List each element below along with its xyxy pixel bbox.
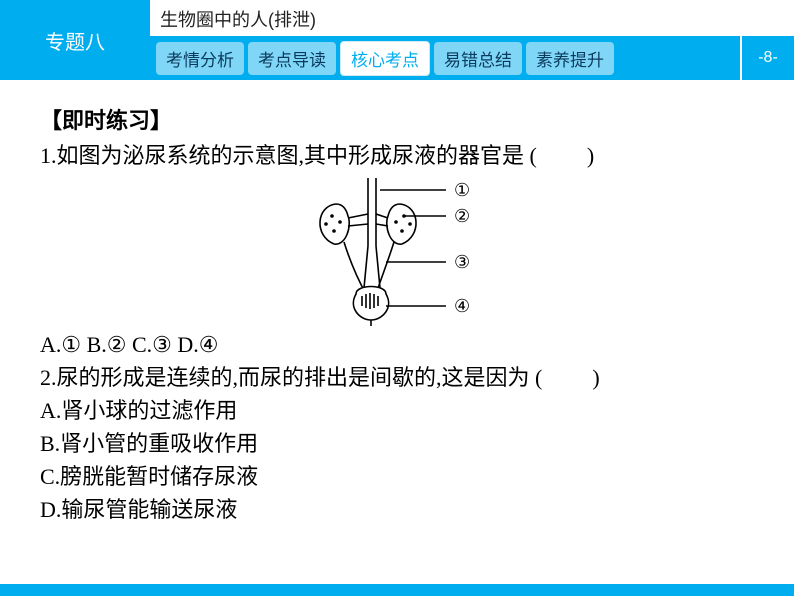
tab-core-points[interactable]: 核心考点 [340,41,430,76]
section-heading: 【即时练习】 [40,104,762,137]
q2-text: 2.尿的形成是连续的,而尿的排出是间歇的,这是因为 ( [40,365,542,390]
urinary-diagram: ① ② ③ ④ [40,176,762,326]
diagram-label-4: ④ [454,296,470,316]
q1-text: 1.如图为泌尿系统的示意图,其中形成尿液的器官是 ( [40,143,537,168]
chapter-label: 专题八 [0,0,150,80]
tab-bar: 考情分析 考点导读 核心考点 易错总结 素养提升 [150,36,794,80]
diagram-label-2: ② [454,206,470,226]
question-2: 2.尿的形成是连续的,而尿的排出是间歇的,这是因为 () [40,361,762,394]
q2-paren-close: ) [592,365,599,390]
tab-mistakes-summary[interactable]: 易错总结 [434,42,522,75]
q2-option-a: A.肾小球的过滤作用 [40,394,762,427]
q2-option-d: D.输尿管能输送尿液 [40,493,762,526]
content-area: 【即时练习】 1.如图为泌尿系统的示意图,其中形成尿液的器官是 () [0,80,794,526]
header: 专题八 生物圈中的人(排泄) 考情分析 考点导读 核心考点 易错总结 素养提升 … [0,0,794,80]
q1-paren-close: ) [587,143,594,168]
tab-literacy-improve[interactable]: 素养提升 [526,42,614,75]
diagram-label-1: ① [454,180,470,200]
question-1: 1.如图为泌尿系统的示意图,其中形成尿液的器官是 () [40,139,762,172]
footer-bar [0,584,794,596]
q2-option-b: B.肾小管的重吸收作用 [40,427,762,460]
page-number: -8- [740,36,794,80]
q2-option-c: C.膀胱能暂时储存尿液 [40,460,762,493]
topic-title: 生物圈中的人(排泄) [160,6,316,32]
q1-options: A.① B.② C.③ D.④ [40,328,762,361]
tab-exam-analysis[interactable]: 考情分析 [156,42,244,75]
tab-keypoint-guide[interactable]: 考点导读 [248,42,336,75]
diagram-label-3: ③ [454,252,470,272]
urinary-system-svg: ① ② ③ ④ [286,176,516,326]
